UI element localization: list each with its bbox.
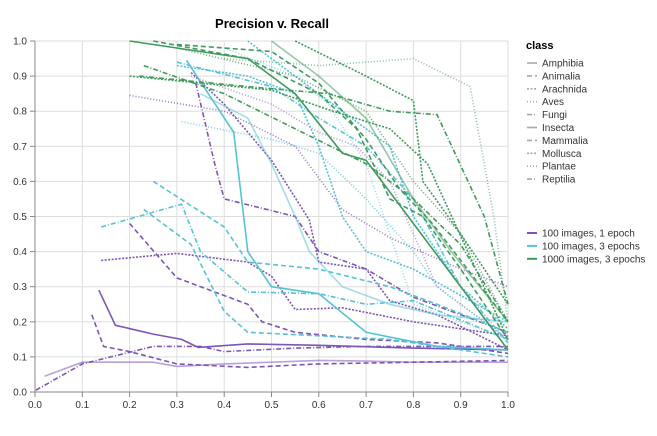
- chart-title: Precision v. Recall: [215, 16, 329, 31]
- y-tick-label: 0.6: [13, 177, 27, 188]
- series-line-animalia: [152, 180, 509, 334]
- series-line-arachnida: [129, 75, 509, 340]
- y-tick-label: 0.4: [13, 247, 27, 258]
- series-line-animalia: [91, 314, 509, 369]
- series-line-amphibia: [271, 40, 509, 323]
- legend-label: Arachnida: [542, 84, 587, 95]
- y-tick-label: 0.8: [13, 107, 27, 118]
- y-tick-label: 0.3: [13, 282, 27, 293]
- legend-label: Fungi: [542, 110, 567, 121]
- series-line-insecta: [185, 59, 509, 351]
- series-line-mammalia: [143, 208, 509, 358]
- axes: 0.0 0.1 0.2 0.3 0.4 0.5 0.6 0.7 0.8 0.9 1.0 0.0 0.1 0…: [13, 37, 515, 412]
- series-line-plantae: [224, 57, 509, 322]
- x-tick-label: 0.7: [359, 400, 373, 411]
- x-tick-label: 0.9: [454, 400, 468, 411]
- series-line-fungi: [195, 82, 509, 334]
- x-tick-label: 0.4: [217, 400, 231, 411]
- series-line-mammalia: [176, 43, 509, 323]
- y-tick-label: 0.9: [13, 72, 27, 83]
- y-tick-label: 1.0: [13, 37, 27, 48]
- series-line-reptilia: [176, 61, 509, 344]
- legend-label: Mammalia: [542, 136, 589, 147]
- series-line-insecta: [129, 40, 509, 351]
- x-tick-label: 0.6: [312, 400, 326, 411]
- x-tick-label: 0.5: [265, 400, 279, 411]
- legend-title: class: [526, 40, 554, 52]
- y-tick-label: 0.0: [13, 388, 27, 399]
- legend-label-model: 1000 images, 3 epochs: [542, 254, 645, 265]
- x-tick-label: 0.2: [123, 400, 137, 411]
- series-line-mollusca: [294, 40, 509, 305]
- legend-label: Amphibia: [542, 59, 584, 70]
- x-tick-label: 0.8: [406, 400, 420, 411]
- legend-label: Reptilia: [542, 175, 576, 186]
- x-tick-label: 0.3: [170, 400, 184, 411]
- series-lines: [35, 40, 509, 391]
- series-line-reptilia: [139, 75, 509, 305]
- series-line-fungi: [100, 203, 509, 341]
- series-line-amphibia: [200, 92, 509, 323]
- y-tick-label: 0.7: [13, 142, 27, 153]
- series-line-arachnida: [101, 252, 509, 337]
- series-line-fungi: [143, 64, 509, 323]
- legend-label: Plantae: [542, 162, 576, 173]
- x-tick-label: 1.0: [501, 400, 515, 411]
- legend-label: Mollusca: [542, 149, 582, 160]
- y-tick-label: 0.2: [13, 317, 27, 328]
- legend-label: Animalia: [542, 71, 581, 82]
- legend-label-model: 100 images, 3 epochs: [542, 241, 640, 252]
- x-tick-label: 0.1: [75, 400, 89, 411]
- y-tick-label: 0.5: [13, 212, 27, 223]
- series-line-insecta: [98, 289, 509, 351]
- legend-label: Aves: [542, 97, 564, 108]
- legend-label-model: 100 images, 1 epoch: [542, 229, 635, 240]
- series-line-mammalia: [128, 222, 509, 355]
- y-tick-label: 0.1: [13, 352, 27, 363]
- grid: [34, 40, 509, 393]
- series-line-aves: [176, 47, 509, 323]
- x-tick-label: 0.0: [28, 400, 42, 411]
- series-line-animalia: [153, 40, 509, 340]
- legend-label: Insecta: [542, 123, 575, 134]
- series-line-amphibia: [44, 359, 508, 377]
